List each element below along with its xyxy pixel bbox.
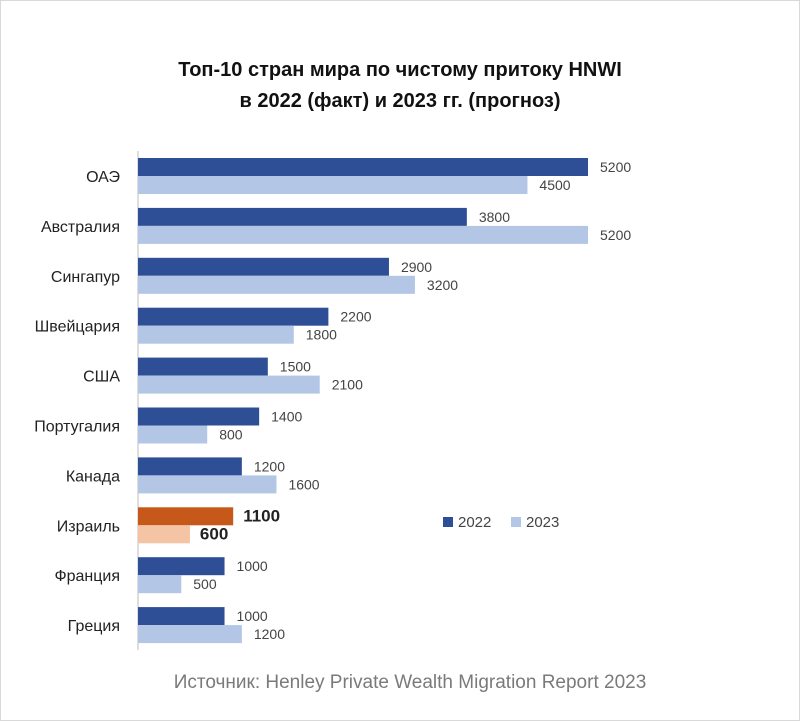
data-label: 1600 (288, 476, 319, 492)
bar-2023 (138, 176, 528, 194)
bar-2022 (138, 407, 260, 426)
data-label: 3200 (427, 277, 458, 293)
source-note: Источник: Henley Private Wealth Migratio… (173, 672, 647, 693)
category-label: Швейцария (35, 319, 120, 336)
data-label: 4500 (539, 177, 570, 193)
legend-swatch-2022 (443, 517, 453, 527)
category-label: Израиль (57, 518, 120, 535)
bar-2023 (138, 425, 208, 444)
bar-2022 (138, 158, 588, 176)
data-label: 1800 (306, 327, 337, 343)
data-label: 1200 (254, 626, 285, 642)
category-label: Франция (54, 568, 120, 585)
bar-2023 (138, 325, 294, 344)
bar-2022 (138, 507, 234, 526)
bar-2023 (138, 575, 182, 594)
bar-2023 (138, 275, 415, 294)
chart-title-line-1: Топ-10 стран мира по чистому притоку HNW… (178, 59, 622, 81)
bar-2023 (138, 525, 190, 544)
bar-2023 (138, 375, 320, 394)
data-label: 2100 (332, 377, 363, 393)
category-label: США (83, 369, 120, 386)
bar-2022 (138, 557, 225, 576)
legend-swatch-2023 (511, 517, 521, 527)
data-label: 1100 (243, 506, 280, 525)
bar-2023 (138, 225, 588, 244)
data-label: 1000 (237, 608, 268, 624)
data-label: 5200 (600, 159, 631, 175)
data-label: 500 (193, 576, 217, 592)
chart-title-line-2: в 2022 (факт) и 2023 гг. (прогноз) (239, 90, 561, 112)
bar-2022 (138, 457, 242, 476)
data-label: 1400 (271, 409, 302, 425)
category-label: Канада (66, 468, 120, 485)
data-label: 2200 (340, 309, 371, 325)
category-label: Греция (68, 618, 120, 635)
data-label: 1500 (280, 359, 311, 375)
legend-label: 2022 (458, 514, 491, 531)
data-label: 1000 (237, 558, 268, 574)
bar-2023 (138, 625, 242, 644)
data-label: 2900 (401, 259, 432, 275)
data-label: 3800 (479, 209, 510, 225)
category-label: Сингапур (51, 269, 120, 286)
bar-2022 (138, 307, 329, 326)
bar-2022 (138, 607, 225, 626)
bar-2023 (138, 475, 277, 494)
data-label: 5200 (600, 227, 631, 243)
category-label: Австралия (41, 219, 120, 236)
data-label: 1200 (254, 458, 285, 474)
category-label: Португалия (34, 419, 120, 436)
bar-2022 (138, 357, 268, 376)
legend-label: 2023 (526, 514, 559, 531)
data-label: 600 (200, 524, 228, 543)
category-label: ОАЭ (86, 169, 120, 186)
data-label: 800 (219, 427, 243, 443)
bar-2022 (138, 207, 467, 226)
bar-2022 (138, 257, 389, 276)
